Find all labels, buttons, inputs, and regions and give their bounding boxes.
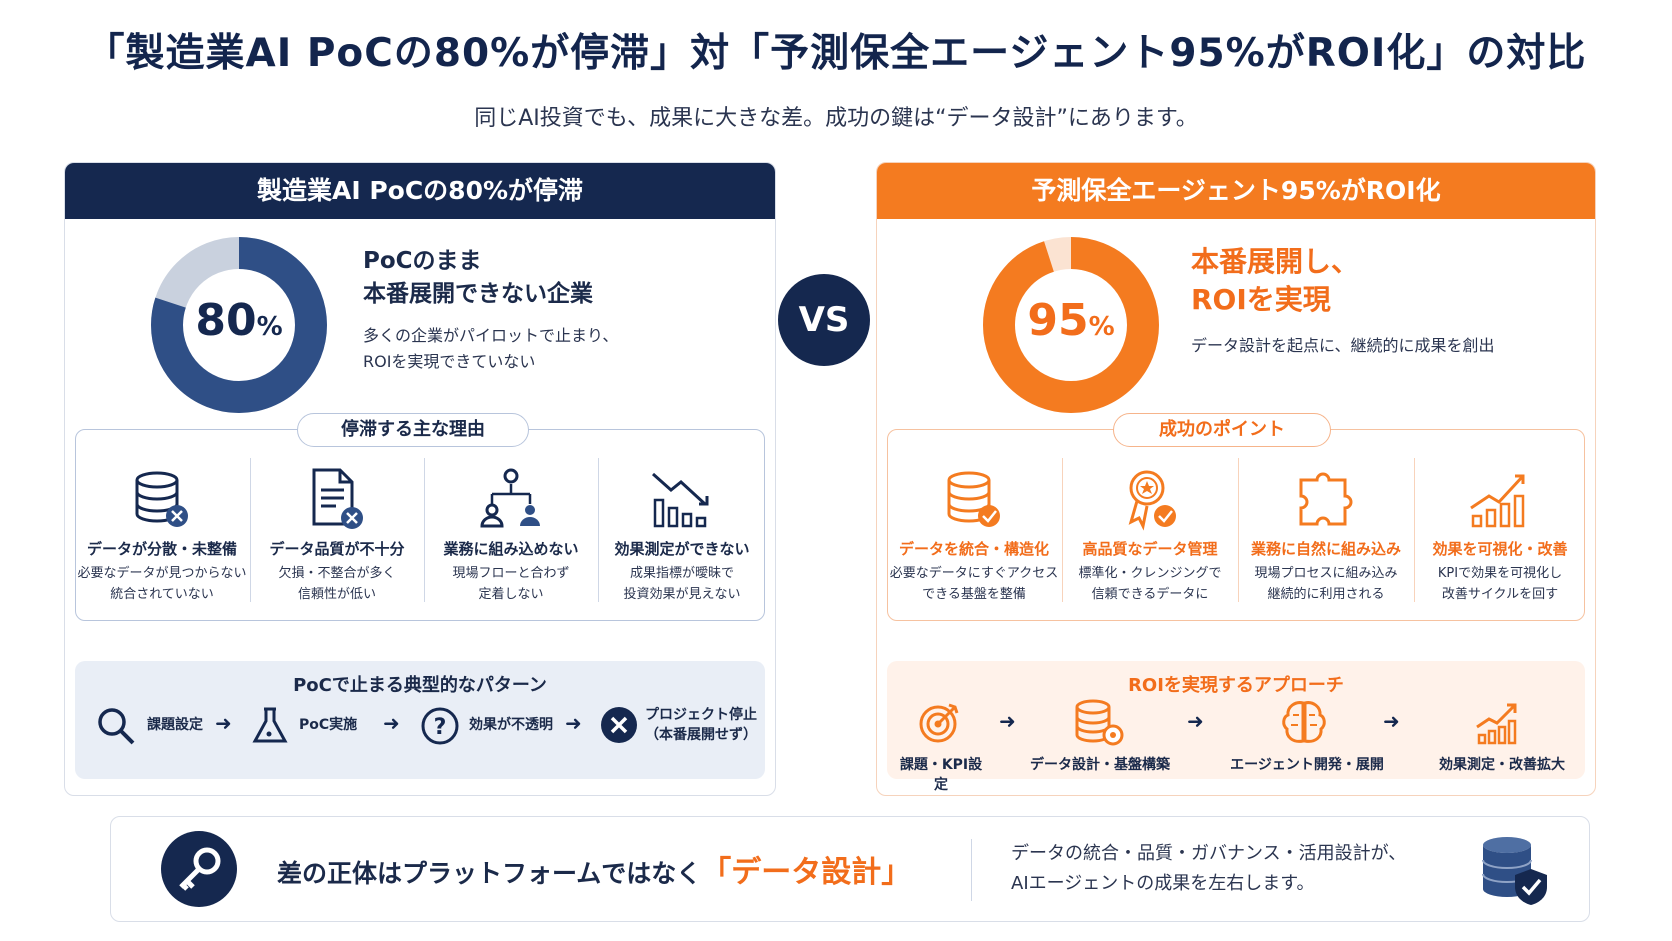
left-reasons-title: 停滞する主な理由	[297, 413, 529, 447]
footer-main-text: 差の正体はプラットフォームではなく「データ設計」	[277, 847, 911, 891]
magnifier-icon	[98, 708, 135, 745]
right-point-desc: KPIで効果を可視化し 改善サイクルを回す	[1437, 566, 1563, 602]
left-panel-header: 製造業AI PoCの80%が停滞	[65, 163, 775, 219]
footer-main-prefix: 差の正体はプラットフォームではなく	[277, 859, 702, 888]
right-donut-value-arc	[983, 237, 1159, 413]
right-points-box: データを統合・構造化 必要なデータにすぐアクセス できる基盤を整備 高品質なデー…	[887, 429, 1585, 621]
right-point-title: 高品質なデータ管理	[1082, 540, 1218, 558]
database-gear-icon	[1075, 699, 1124, 746]
arrow-right-icon: ➜	[1187, 709, 1204, 733]
left-reason-2: データ品質が不十分 欠損・不整合が多く 信頼性が低い	[252, 460, 422, 605]
divider	[250, 458, 251, 602]
right-donut-number: 95	[1027, 295, 1089, 346]
right-panel: 予測保全エージェント95%がROI化 95% 本番展開し、 ROIを実現 データ…	[876, 162, 1596, 796]
left-donut-chart	[151, 237, 327, 413]
pattern-step-label: PoC実施	[299, 717, 358, 733]
left-reason-desc: 成果指標が曖昧で 投資効果が見えない	[623, 566, 741, 602]
page-title: 「製造業AI PoCの80%が停滞」対「予測保全エージェント95%がROI化」の…	[85, 31, 1587, 76]
org-chart-icon	[480, 468, 540, 528]
approach-step-label: 課題・KPI設定	[899, 757, 983, 793]
pattern-step-label: 課題設定	[147, 717, 203, 733]
left-reason-title: データ品質が不十分	[269, 540, 405, 558]
approach-step-label: エージェント開発・展開	[1230, 757, 1384, 773]
database-shield-icon	[1482, 837, 1547, 905]
divider	[1414, 458, 1415, 602]
pattern-step-label: プロジェクト停止 （本番展開せず）	[645, 707, 757, 743]
left-reason-4: 効果測定ができない 成果指標が曖昧で 投資効果が見えない	[600, 460, 764, 605]
left-donut-unit: %	[256, 312, 283, 342]
left-reason-title: データが分散・未整備	[86, 540, 237, 558]
right-points-title: 成功のポイント	[1113, 413, 1331, 447]
arrow-right-icon: ➜	[1383, 709, 1400, 733]
right-point-desc: 現場プロセスに組み込み 継続的に利用される	[1254, 566, 1398, 602]
arrow-right-icon: ➜	[565, 711, 582, 735]
divider	[1062, 458, 1063, 602]
brain-icon	[1282, 701, 1326, 743]
right-headline: 本番展開し、 ROIを実現	[1191, 245, 1360, 316]
svg-text:?: ?	[434, 715, 447, 740]
left-reason-title: 業務に組み込めない	[443, 540, 579, 558]
right-donut-label: 95%	[1011, 295, 1131, 346]
database-check-icon	[947, 471, 1000, 527]
divider	[598, 458, 599, 602]
right-description: データ設計を起点に、継続的に成果を創出	[1191, 336, 1495, 355]
right-point-2: 高品質なデータ管理 標準化・クレンジングで 信頼できるデータに	[1064, 460, 1236, 605]
question-icon: ?	[421, 707, 459, 745]
footer-banner: 差の正体はプラットフォームではなく「データ設計」 データの統合・品質・ガバナンス…	[110, 816, 1590, 922]
left-reasons-box: データが分散・未整備 必要なデータが見つからない 統合されていない データ品質が…	[75, 429, 765, 621]
left-reason-3: 業務に組み込めない 現場フローと合わず 定着しない	[426, 460, 596, 605]
right-point-title: 業務に自然に組み込み	[1250, 540, 1401, 558]
declining-chart-icon	[652, 472, 709, 528]
right-point-title: 効果を可視化・改善	[1432, 540, 1568, 558]
left-headline: PoCのまま 本番展開できない企業	[363, 248, 593, 307]
right-point-desc: 標準化・クレンジングで 信頼できるデータに	[1078, 566, 1222, 602]
left-panel: 製造業AI PoCの80%が停滞 80% PoCのまま 本番展開できない企業 多…	[64, 162, 776, 796]
left-description: 多くの企業がパイロットで止まり、 ROIを実現できていない	[363, 326, 619, 371]
left-pattern-box: PoCで止まる典型的なパターン 課題設定 ➜ PoC実施 ➜ ? 効果が不透明 …	[75, 661, 765, 779]
right-approach-box: ROIを実現するアプローチ 課題・KPI設定 ➜ データ設計・基盤構築 ➜ エー…	[887, 661, 1585, 793]
divider	[1238, 458, 1239, 602]
arrow-right-icon: ➜	[215, 711, 232, 735]
left-pattern-title: PoCで止まる典型的なパターン	[293, 675, 547, 696]
award-badge-icon	[1128, 470, 1176, 531]
left-donut-value-arc	[151, 237, 327, 413]
left-donut-label: 80%	[179, 295, 299, 346]
rising-chart-icon	[1470, 474, 1525, 528]
arrow-right-icon: ➜	[383, 711, 400, 735]
growth-chart-icon	[1476, 703, 1517, 745]
database-x-icon	[135, 471, 188, 527]
left-reason-desc: 必要なデータが見つからない 統合されていない	[77, 566, 247, 602]
right-point-4: 効果を可視化・改善 KPIで効果を可視化し 改善サイクルを回す	[1416, 460, 1584, 605]
approach-step-label: データ設計・基盤構築	[1030, 757, 1170, 773]
footer-description: データの統合・品質・ガバナンス・活用設計が、 AIエージェントの成果を左右します…	[1011, 843, 1407, 894]
right-donut-chart	[983, 237, 1159, 413]
right-point-title: データを統合・構造化	[898, 540, 1049, 558]
flask-icon	[252, 707, 288, 743]
page-subtitle: 同じAI投資でも、成果に大きな差。成功の鍵は“データ設計”にあります。	[474, 106, 1198, 131]
pattern-step-label: 効果が不透明	[469, 717, 553, 733]
document-x-icon	[312, 468, 363, 529]
right-panel-header: 予測保全エージェント95%がROI化	[877, 163, 1595, 219]
left-reason-title: 効果測定ができない	[614, 540, 750, 558]
key-icon	[161, 831, 237, 907]
approach-step-label: 効果測定・改善拡大	[1439, 757, 1565, 773]
puzzle-icon	[1299, 472, 1353, 526]
left-reason-desc: 欠損・不整合が多く 信頼性が低い	[278, 566, 396, 602]
right-point-3: 業務に自然に組み込み 現場プロセスに組み込み 継続的に利用される	[1240, 460, 1412, 605]
divider	[424, 458, 425, 602]
right-point-1: データを統合・構造化 必要なデータにすぐアクセス できる基盤を整備	[888, 460, 1060, 605]
footer-main-accent: 「データ設計」	[701, 855, 912, 890]
left-reason-desc: 現場フローと合わず 定着しない	[452, 566, 570, 602]
left-donut-number: 80	[195, 295, 257, 346]
target-icon	[919, 703, 959, 743]
footer-divider	[971, 839, 972, 901]
x-circle-icon	[601, 707, 637, 743]
right-point-desc: 必要なデータにすぐアクセス できる基盤を整備	[889, 566, 1059, 602]
right-approach-title: ROIを実現するアプローチ	[1128, 675, 1344, 696]
vs-badge: VS	[778, 274, 870, 366]
arrow-right-icon: ➜	[999, 709, 1016, 733]
right-donut-unit: %	[1088, 312, 1115, 342]
left-reason-1: データが分散・未整備 必要なデータが見つからない 統合されていない	[76, 460, 248, 605]
